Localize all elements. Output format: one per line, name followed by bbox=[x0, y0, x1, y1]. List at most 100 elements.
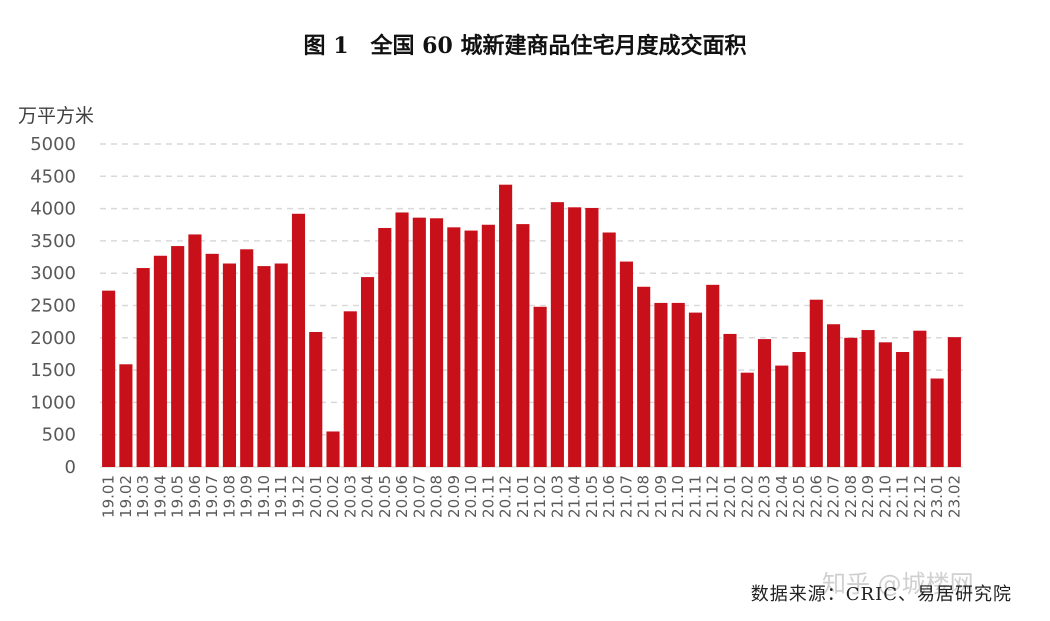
bar bbox=[464, 230, 478, 467]
bar bbox=[688, 312, 703, 467]
bar bbox=[205, 253, 219, 467]
y-tick-label: 3000 bbox=[30, 263, 76, 284]
bars bbox=[102, 184, 961, 468]
bar bbox=[309, 331, 323, 467]
x-tick-label: 19.06 bbox=[186, 475, 204, 518]
x-tick-label: 21.08 bbox=[635, 475, 653, 518]
y-tick-label: 500 bbox=[42, 425, 76, 446]
bar bbox=[412, 217, 426, 467]
bar bbox=[119, 364, 133, 467]
bar bbox=[240, 249, 254, 467]
bar bbox=[619, 261, 633, 467]
x-tick-label: 22.11 bbox=[894, 475, 912, 518]
y-tick-label: 1000 bbox=[30, 392, 76, 413]
bar bbox=[585, 207, 599, 468]
x-tick-label: 22.02 bbox=[738, 475, 756, 518]
bar bbox=[568, 207, 582, 468]
bar bbox=[257, 266, 271, 467]
x-tick-label: 19.04 bbox=[151, 475, 169, 518]
bar bbox=[360, 277, 375, 467]
y-tick-label: 3500 bbox=[30, 231, 76, 252]
x-tick-label: 20.08 bbox=[428, 475, 446, 518]
bar bbox=[792, 352, 806, 467]
x-tick-label: 20.03 bbox=[341, 475, 359, 518]
bar bbox=[274, 263, 288, 467]
bar bbox=[844, 337, 858, 467]
x-tick-label: 21.03 bbox=[548, 475, 566, 518]
x-tick-label: 20.06 bbox=[393, 475, 411, 518]
bar bbox=[222, 263, 237, 467]
x-tick-label: 22.12 bbox=[911, 475, 929, 518]
x-tick-label: 21.01 bbox=[514, 475, 532, 518]
watermark: 知乎 @城楼网 bbox=[822, 570, 974, 598]
x-tick-label: 21.07 bbox=[617, 475, 635, 518]
bar bbox=[654, 302, 668, 467]
x-tick-label: 21.06 bbox=[600, 475, 618, 518]
bar bbox=[723, 333, 737, 467]
x-tick-label: 22.07 bbox=[825, 475, 843, 518]
x-tick-label: 22.08 bbox=[842, 475, 860, 518]
x-tick-label: 23.02 bbox=[945, 475, 963, 518]
x-tick-label: 20.11 bbox=[479, 475, 497, 518]
x-tick-label: 21.02 bbox=[531, 475, 549, 518]
bar bbox=[775, 365, 789, 467]
chart-title: 图 1 全国 60 城新建商品住宅月度成交面积 bbox=[303, 33, 747, 59]
bar bbox=[136, 268, 150, 467]
bar bbox=[343, 311, 357, 467]
x-tick-label: 20.01 bbox=[307, 475, 325, 518]
y-tick-label: 5000 bbox=[30, 134, 76, 155]
bar bbox=[430, 218, 444, 467]
bar bbox=[809, 299, 823, 467]
x-tick-label: 21.05 bbox=[583, 475, 601, 518]
x-tick-label: 23.01 bbox=[928, 475, 946, 518]
x-tick-label: 19.08 bbox=[220, 475, 238, 518]
bar bbox=[826, 324, 841, 467]
y-axis-unit-label: 万平方米 bbox=[18, 105, 95, 127]
x-tick-label: 20.04 bbox=[359, 475, 377, 518]
bar bbox=[481, 224, 495, 467]
bar bbox=[757, 339, 772, 467]
y-tick-label: 4000 bbox=[30, 199, 76, 220]
x-tick-label: 21.11 bbox=[686, 475, 704, 518]
x-tick-label: 21.10 bbox=[669, 475, 687, 518]
x-tick-label: 22.09 bbox=[859, 475, 877, 518]
y-tick-label: 1500 bbox=[30, 360, 76, 381]
x-tick-label: 19.09 bbox=[238, 475, 256, 518]
x-tick-label: 22.03 bbox=[756, 475, 774, 518]
y-tick-label: 2500 bbox=[30, 296, 76, 317]
x-tick-label: 19.02 bbox=[117, 475, 135, 518]
bar bbox=[602, 232, 616, 467]
bar bbox=[671, 302, 685, 467]
y-tick-label: 2000 bbox=[30, 328, 76, 349]
x-tick-label: 22.10 bbox=[876, 475, 894, 518]
bar bbox=[878, 342, 892, 467]
y-tick-label: 4500 bbox=[30, 166, 76, 187]
x-tick-label: 19.10 bbox=[255, 475, 273, 518]
x-tick-label: 19.01 bbox=[100, 475, 118, 518]
x-tick-label: 20.12 bbox=[497, 475, 515, 518]
x-tick-label: 22.06 bbox=[807, 475, 825, 518]
x-tick-label: 19.03 bbox=[134, 475, 152, 518]
x-tick-label: 19.07 bbox=[203, 475, 221, 518]
y-axis-ticks: 0 500 1000 1500 2000 2500 3000 3500 4000 4500 5000 bbox=[30, 134, 76, 478]
x-tick-label: 20.07 bbox=[410, 475, 428, 518]
bar bbox=[706, 284, 720, 467]
x-tick-label: 21.04 bbox=[566, 475, 584, 518]
x-tick-label: 22.04 bbox=[773, 475, 791, 518]
x-axis-ticks: 19.01 19.02 19.03 19.04 19.05 19.06 19.07 19.08… bbox=[100, 475, 964, 518]
bar bbox=[188, 234, 202, 467]
bar bbox=[896, 352, 910, 467]
bar bbox=[447, 227, 461, 467]
x-tick-label: 21.12 bbox=[704, 475, 722, 518]
bar bbox=[740, 372, 754, 467]
bar bbox=[947, 337, 961, 467]
bar bbox=[861, 330, 875, 467]
x-tick-label: 21.09 bbox=[652, 475, 670, 518]
bar bbox=[913, 330, 927, 467]
bar bbox=[533, 306, 547, 467]
x-tick-label: 19.11 bbox=[272, 475, 290, 518]
bar bbox=[930, 378, 944, 467]
x-tick-label: 19.12 bbox=[289, 475, 307, 518]
x-tick-label: 20.10 bbox=[462, 475, 480, 518]
